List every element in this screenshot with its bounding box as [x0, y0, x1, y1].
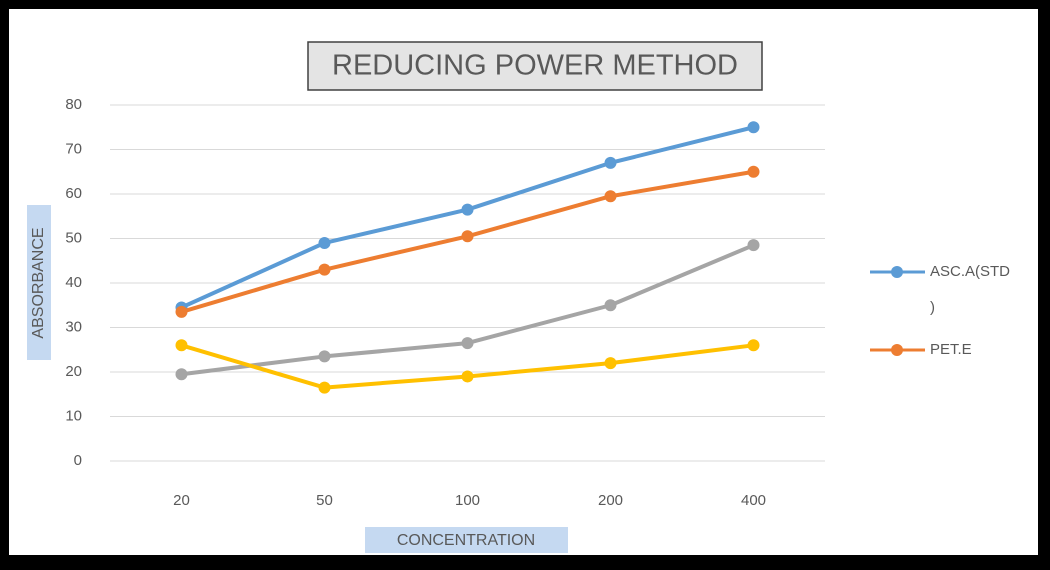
point	[461, 230, 474, 243]
y-tick-label: 50	[65, 229, 82, 246]
point	[747, 121, 760, 134]
point	[461, 203, 474, 216]
chart-area	[9, 9, 1038, 555]
point	[318, 263, 331, 276]
point	[604, 299, 617, 312]
y-tick-label: 30	[65, 318, 82, 335]
point	[318, 381, 331, 394]
x-axis-label: CONCENTRATION	[397, 532, 535, 549]
y-tick-label: 70	[65, 140, 82, 157]
legend-label: PET.E	[930, 341, 972, 358]
point	[461, 337, 474, 350]
y-tick-label: 20	[65, 363, 82, 380]
y-tick-label: 80	[65, 96, 82, 113]
y-label-box	[27, 205, 51, 360]
point	[175, 305, 188, 318]
point	[604, 156, 617, 169]
x-label-box	[365, 527, 568, 553]
y-axis-label: ABSORBANCE	[30, 227, 47, 338]
x-tick-label: 400	[741, 492, 766, 509]
point	[747, 239, 760, 252]
y-tick-label: 10	[65, 407, 82, 424]
title-box	[307, 41, 763, 91]
point	[747, 339, 760, 352]
point	[318, 236, 331, 249]
y-tick-label: 0	[74, 452, 82, 469]
x-tick-label: 20	[173, 492, 190, 509]
x-tick-label: 200	[598, 492, 623, 509]
x-tick-label: 50	[316, 492, 333, 509]
y-tick-label: 40	[65, 274, 82, 291]
legend-marker	[891, 344, 903, 356]
point	[175, 368, 188, 381]
point	[461, 370, 474, 383]
point	[318, 350, 331, 363]
point	[747, 165, 760, 178]
x-tick-label: 100	[455, 492, 480, 509]
point	[604, 357, 617, 370]
y-tick-label: 60	[65, 185, 82, 202]
point	[175, 339, 188, 352]
legend-label: ASC.A(STD)	[930, 263, 1011, 316]
legend-marker	[891, 266, 903, 278]
point	[604, 190, 617, 203]
chart-title: REDUCING POWER METHOD	[332, 50, 738, 82]
